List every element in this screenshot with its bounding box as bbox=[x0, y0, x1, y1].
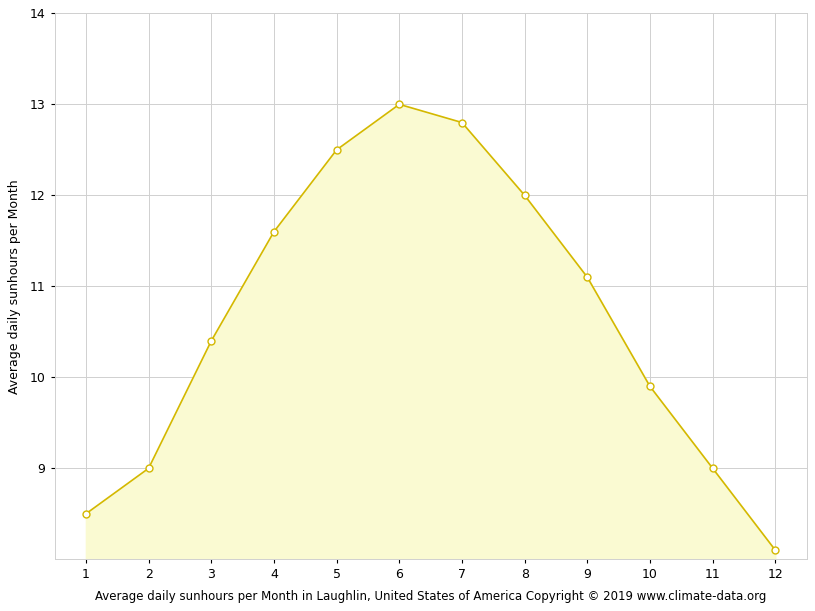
Y-axis label: Average daily sunhours per Month: Average daily sunhours per Month bbox=[8, 179, 21, 393]
X-axis label: Average daily sunhours per Month in Laughlin, United States of America Copyright: Average daily sunhours per Month in Laug… bbox=[95, 590, 766, 602]
